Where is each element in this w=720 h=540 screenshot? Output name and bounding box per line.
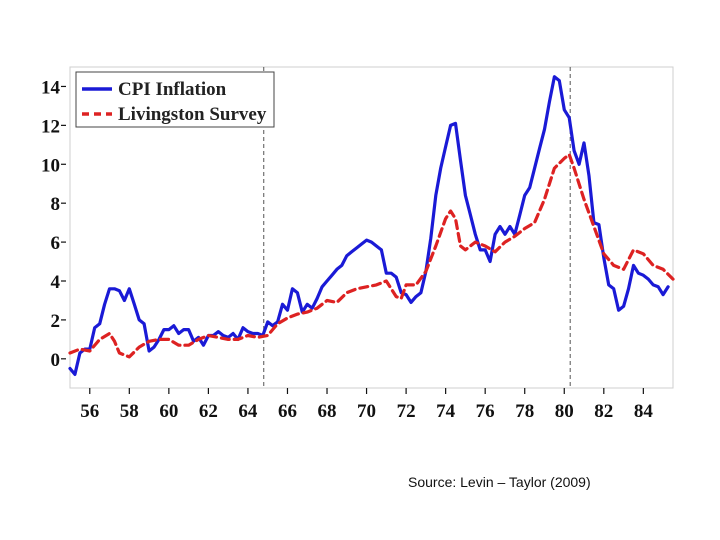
x-tick-label: 78: [515, 401, 534, 422]
plot-frame: [69, 66, 674, 389]
y-tick-label: 2: [51, 311, 61, 332]
y-axis-ticks: 0 2 4 6 8 10 12 14: [41, 77, 66, 371]
series-line-cpi-inflation: [68, 75, 670, 376]
x-tick-label: 66: [278, 401, 297, 422]
legend-label-cpi-inflation: CPI Inflation: [118, 79, 227, 100]
x-axis-ticks: 56 58 60 62 64 66 68 70 72 74 76 78 80 82 84: [80, 388, 653, 422]
x-tick-label: 64: [238, 401, 258, 422]
x-tick-label: 74: [436, 401, 456, 422]
x-tick-label: 72: [397, 401, 416, 422]
y-tick-label: 10: [41, 155, 60, 176]
y-tick-label: 6: [51, 233, 61, 254]
x-tick-label: 62: [199, 401, 218, 422]
legend-label-livingston-survey: Livingston Survey: [118, 104, 267, 125]
x-tick-label: 70: [357, 401, 376, 422]
x-tick-label: 84: [634, 401, 654, 422]
source-caption: Source: Levin – Taylor (2009): [408, 474, 591, 490]
y-tick-label: 4: [51, 272, 61, 293]
x-tick-label: 60: [159, 401, 178, 422]
x-tick-label: 82: [594, 401, 613, 422]
series-line-livingston-survey: [68, 152, 675, 359]
series-layer: [68, 75, 675, 376]
x-tick-label: 76: [476, 401, 495, 422]
x-tick-label: 80: [555, 401, 574, 422]
legend: CPI Inflation Livingston Survey: [75, 71, 275, 128]
x-tick-label: 58: [120, 401, 139, 422]
x-tick-label: 56: [80, 401, 99, 422]
x-tick-label: 68: [318, 401, 337, 422]
y-tick-label: 12: [41, 116, 60, 137]
y-tick-label: 14: [41, 77, 61, 98]
legend-box: [75, 71, 275, 128]
y-tick-label: 0: [51, 350, 61, 371]
y-tick-label: 8: [51, 194, 61, 215]
